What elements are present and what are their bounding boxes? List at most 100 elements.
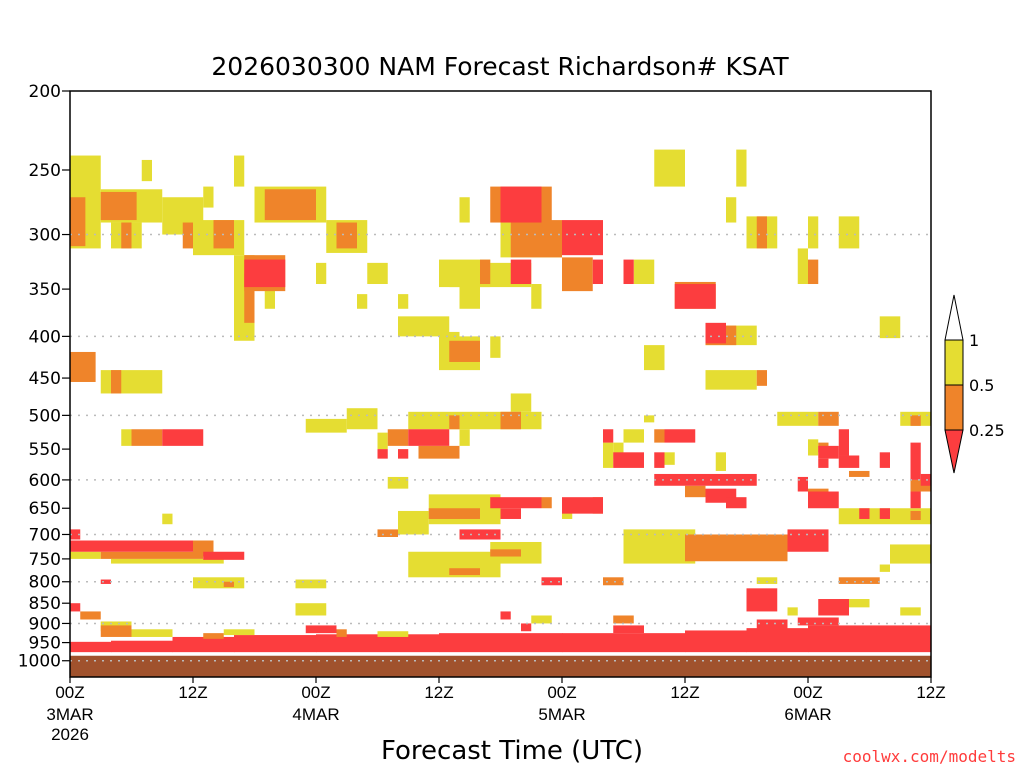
boundary-layer-cell: [562, 633, 686, 653]
ri-cell: [408, 411, 542, 430]
ri-cell: [377, 432, 388, 450]
x-tick-label: 00Z: [301, 683, 330, 702]
ri-cell: [746, 588, 778, 612]
ri-cell: [305, 625, 337, 634]
ri-cell: [387, 429, 409, 446]
ri-cell: [408, 429, 450, 446]
legend-swatch-yellow: [944, 339, 964, 386]
ri-cell: [756, 216, 767, 249]
ri-cell: [121, 222, 132, 249]
ri-cell: [428, 508, 480, 519]
ri-cell: [603, 429, 614, 443]
ri-cell: [459, 197, 470, 223]
ri-cell: [418, 445, 460, 459]
ri-cell: [203, 551, 245, 560]
boundary-layer-cell: [746, 628, 809, 653]
ri-cell: [387, 476, 409, 489]
y-tick-label: 650: [29, 499, 61, 519]
ri-cell: [603, 442, 614, 468]
ri-cell: [336, 222, 357, 249]
ri-cell: [818, 411, 839, 426]
ri-cell: [849, 470, 870, 477]
boundary-layer-cell: [685, 630, 747, 653]
x-tick-label: 00Z: [55, 683, 84, 702]
y-tick-label: 1000: [18, 652, 61, 672]
ri-cell: [859, 508, 870, 519]
ri-cell: [808, 259, 819, 285]
ri-cell: [398, 294, 409, 309]
ri-cell: [459, 429, 470, 446]
ri-cell: [100, 551, 204, 559]
legend-label-1: 1: [969, 331, 979, 350]
ri-cell: [613, 615, 634, 624]
ri-cell: [203, 633, 224, 639]
ri-cell: [808, 488, 829, 495]
ri-cell: [664, 452, 675, 465]
ri-cell: [70, 351, 96, 382]
ri-cell: [490, 497, 542, 509]
ri-cell: [70, 197, 86, 247]
ri-cell: [244, 259, 286, 288]
ri-cell: [295, 579, 327, 589]
ri-cell: [398, 449, 409, 459]
ri-cell: [377, 631, 409, 637]
ri-cell: [726, 497, 747, 509]
ri-cell: [674, 284, 716, 309]
ri-cell: [264, 289, 275, 309]
ri-cell: [808, 216, 819, 249]
y-tick-label: 500: [29, 406, 61, 426]
ri-cell: [100, 579, 111, 584]
ri-cell: [890, 544, 931, 564]
heatmap-cells: [70, 149, 932, 677]
y-tick-label: 850: [29, 594, 61, 614]
legend-swatch-red: [944, 429, 964, 474]
ri-cell: [223, 581, 234, 588]
ri-cell: [316, 262, 327, 285]
x-tick-label: 00Z: [547, 683, 576, 702]
x-date-label: 3MAR: [46, 705, 93, 724]
ri-cell: [838, 599, 870, 608]
ri-cell: [521, 623, 532, 632]
ri-cell: [510, 259, 532, 285]
y-tick-label: 250: [29, 161, 61, 181]
y-tick-label: 400: [29, 327, 61, 347]
y-axis: 200 250 300 350 400 450 500 550 600 650 700 750 8008…: [18, 82, 70, 672]
ri-cell: [654, 149, 685, 187]
ri-cell: [685, 485, 706, 498]
ri-cell: [705, 322, 726, 344]
ri-cell: [531, 615, 552, 624]
ri-cell: [500, 508, 521, 519]
ri-cell: [920, 473, 931, 486]
ri-cell: [879, 452, 890, 468]
ri-cell: [910, 510, 921, 521]
ri-cell: [264, 189, 316, 221]
ri-cell: [654, 452, 665, 468]
x-axis-label: Forecast Time (UTC): [381, 736, 643, 766]
ri-cell: [346, 408, 378, 430]
ri-cell: [633, 259, 655, 285]
ri-cell: [459, 284, 480, 309]
credit-link[interactable]: coolwx.com/modelts: [843, 747, 1016, 766]
ri-cell: [480, 259, 491, 285]
ri-cell: [203, 186, 214, 208]
boundary-layer-cell: [439, 633, 563, 653]
ri-cell: [510, 393, 532, 412]
boundary-layer-cell: [234, 635, 317, 653]
y-tick-label: 800: [29, 573, 61, 593]
y-tick-label: 350: [29, 280, 61, 300]
ri-cell: [80, 611, 101, 620]
ri-cell: [398, 510, 429, 535]
x-year-label: 2026: [51, 725, 89, 744]
ri-cell: [490, 549, 521, 557]
ri-cell: [797, 248, 808, 285]
ri-cell: [541, 497, 552, 509]
ri-cell: [900, 607, 921, 616]
ri-cell: [787, 607, 798, 616]
legend-above-triangle: [944, 294, 964, 341]
ri-cell: [70, 551, 101, 559]
y-tick-label: 450: [29, 369, 61, 389]
ri-cell: [623, 259, 634, 285]
ri-cell: [756, 370, 767, 386]
